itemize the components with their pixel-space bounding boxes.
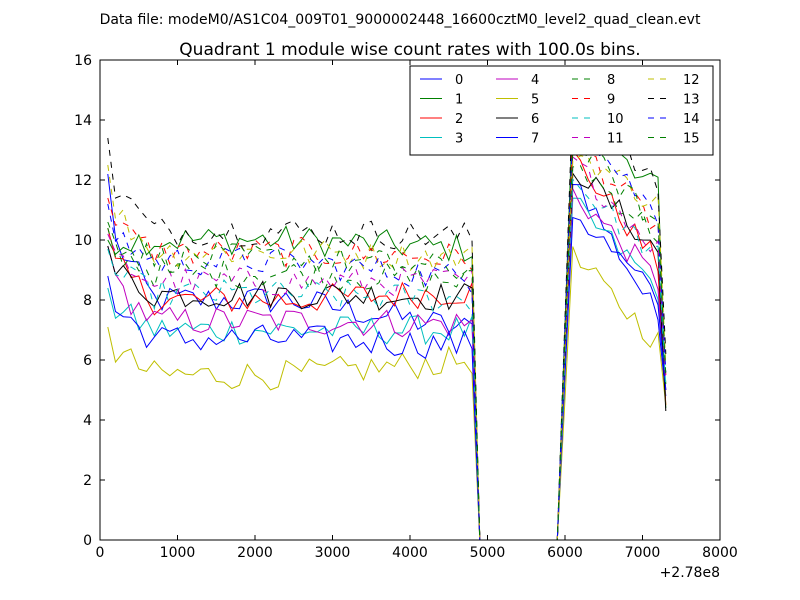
- series-line-3: [107, 197, 667, 541]
- chart-title: Quadrant 1 module wise count rates with …: [179, 40, 640, 60]
- series-line-0: [107, 173, 667, 541]
- series-line-9: [107, 132, 667, 541]
- y-tick-label: 14: [74, 113, 92, 129]
- legend-label: 9: [607, 93, 615, 108]
- x-tick-label: 5000: [470, 545, 506, 561]
- x-tick-label: 3000: [315, 545, 351, 561]
- legend-label: 1: [455, 93, 463, 108]
- ticks-layer: 0 1000 2000 3000 4000 5000 6000 7000 80000246810…: [74, 53, 738, 561]
- series-line-1: [107, 106, 667, 541]
- y-tick-label: 0: [83, 533, 92, 549]
- x-tick-label: 0: [96, 545, 105, 561]
- y-tick-label: 4: [83, 413, 92, 429]
- legend-label: 7: [531, 132, 539, 147]
- y-tick-label: 12: [74, 173, 92, 189]
- x-tick-label: 7000: [625, 545, 661, 561]
- legend-label: 14: [683, 112, 700, 127]
- legend-frame: [409, 65, 714, 156]
- legend-label: 8: [607, 73, 615, 88]
- series-line-4: [107, 188, 667, 541]
- legend-label: 15: [683, 132, 700, 147]
- legend-label: 5: [531, 93, 539, 108]
- y-tick-label: 6: [83, 353, 92, 369]
- y-tick-label: 16: [74, 53, 92, 69]
- x-tick-label: 4000: [392, 545, 428, 561]
- legend-label: 13: [683, 93, 700, 108]
- x-tick-label: 1000: [160, 545, 196, 561]
- x-tick-label: 8000: [702, 545, 738, 561]
- series-line-13: [107, 94, 667, 541]
- legend-label: 2: [455, 112, 463, 127]
- x-tick-label: 2000: [237, 545, 273, 561]
- series-line-7: [107, 216, 667, 541]
- legend-label: 6: [531, 112, 539, 127]
- series-line-14: [107, 129, 667, 541]
- legend-label: 11: [607, 132, 624, 147]
- legend-label: 4: [531, 73, 539, 88]
- series-line-8: [107, 165, 667, 541]
- x-offset-label: +2.78e8: [660, 565, 720, 581]
- series-line-5: [107, 246, 667, 541]
- y-tick-label: 2: [83, 473, 92, 489]
- y-tick-label: 8: [83, 293, 92, 309]
- y-tick-label: 10: [74, 233, 92, 249]
- series-line-15: [107, 137, 667, 541]
- plot-area: 0 1000 2000 3000 4000 5000 6000 7000 80000246810…: [74, 53, 738, 581]
- legend-label: 0: [455, 73, 463, 88]
- series-layer: [107, 94, 667, 541]
- series-line-10: [107, 177, 667, 541]
- x-tick-label: 6000: [547, 545, 583, 561]
- legend-label: 10: [607, 112, 624, 127]
- legend-label: 3: [455, 132, 463, 147]
- legend-label: 12: [683, 73, 700, 88]
- series-line-6: [107, 171, 667, 541]
- suptitle: Data file: modeM0/AS1C04_009T01_90000024…: [100, 12, 701, 28]
